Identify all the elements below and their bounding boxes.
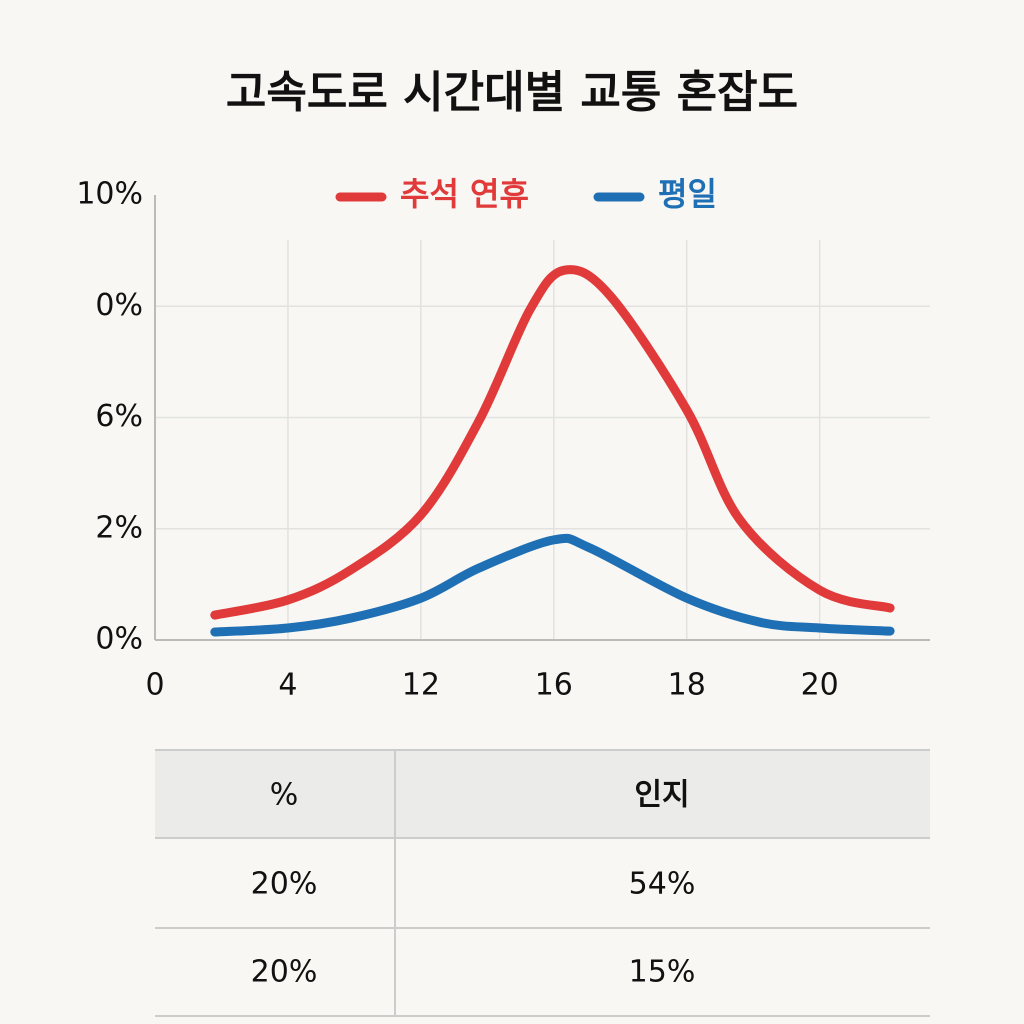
table: % 인지 20% 54% 20% 15% bbox=[155, 749, 930, 1017]
table-header: 인지 bbox=[634, 778, 689, 813]
table-cell: 20% bbox=[251, 955, 318, 990]
table-cell: 54% bbox=[629, 867, 696, 902]
line bbox=[210, 265, 895, 620]
chart-title: 고속도로 시간대별 교통 혼잡도 bbox=[226, 67, 798, 118]
x-tick-label: 0 bbox=[145, 668, 164, 703]
y-tick-label: 10% bbox=[76, 177, 143, 212]
y-tick-label: 0% bbox=[95, 288, 143, 323]
table-header-bg bbox=[155, 750, 930, 838]
y-tick-label: 6% bbox=[95, 399, 143, 434]
y-tick-label: 2% bbox=[95, 510, 143, 545]
x-tick-label: 12 bbox=[402, 668, 440, 703]
x-tick-label: 4 bbox=[278, 668, 297, 703]
x-tick-label: 18 bbox=[668, 668, 706, 703]
y-tick-label: 0% bbox=[95, 622, 143, 657]
x-tick-label: 16 bbox=[535, 668, 573, 703]
legend-label: 추석 연휴 bbox=[400, 175, 529, 213]
table-cell: 20% bbox=[251, 867, 318, 902]
table-cell: 15% bbox=[629, 955, 696, 990]
table-header: % bbox=[270, 778, 299, 813]
x-tick-label: 20 bbox=[801, 668, 839, 703]
line bbox=[210, 533, 895, 637]
legend-label: 평일 bbox=[658, 175, 717, 213]
